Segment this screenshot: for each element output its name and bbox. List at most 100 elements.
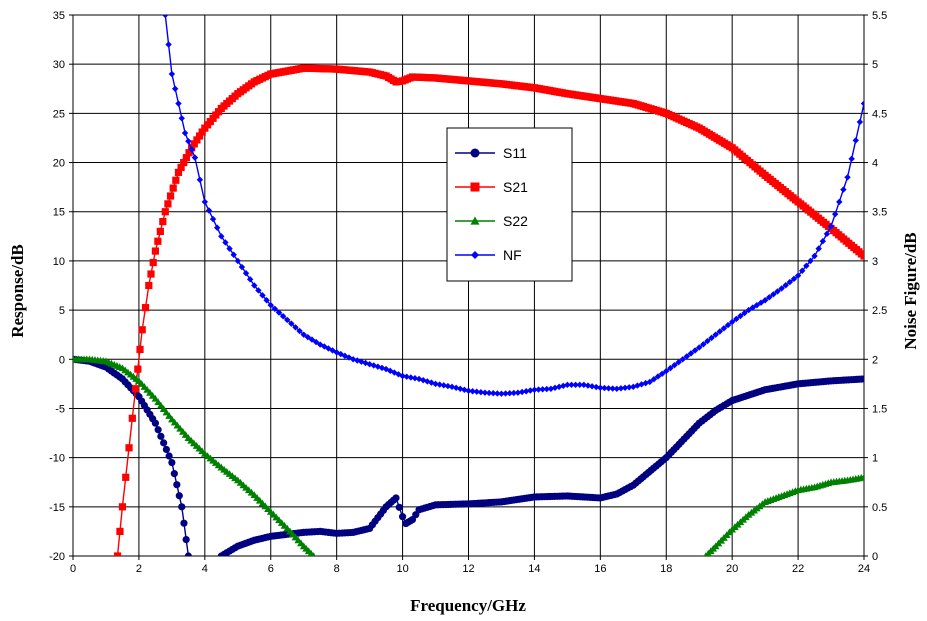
y-tick-label: 20	[53, 158, 65, 170]
data-point	[836, 198, 843, 206]
data-point	[149, 258, 157, 267]
y-tick-label: 15	[53, 207, 65, 219]
data-point	[856, 118, 864, 126]
data-point	[490, 390, 497, 397]
data-point	[304, 333, 312, 341]
legend-marker-s11	[470, 148, 480, 158]
x-tick-label: 24	[858, 563, 870, 575]
data-point	[560, 382, 567, 390]
gridlines	[73, 15, 864, 556]
data-point	[128, 414, 136, 422]
data-point	[188, 146, 195, 153]
data-point	[786, 278, 794, 286]
data-point	[790, 275, 798, 283]
data-point	[741, 309, 748, 317]
data-point	[601, 384, 608, 392]
data-point	[440, 382, 447, 389]
data-point	[164, 200, 172, 208]
data-point	[654, 373, 662, 380]
data-point	[617, 385, 625, 392]
data-point	[395, 503, 403, 511]
x-tick-label: 20	[726, 563, 738, 575]
data-point	[116, 527, 124, 536]
data-point	[840, 186, 847, 193]
data-point	[147, 270, 155, 278]
x-tick-label: 14	[528, 563, 540, 575]
data-point	[279, 313, 287, 320]
data-point	[151, 419, 159, 427]
data-point	[175, 492, 183, 500]
data-point	[650, 375, 658, 383]
data-point	[498, 390, 505, 397]
y2-tick-label: 3	[872, 256, 878, 268]
data-point	[473, 388, 480, 395]
data-point	[193, 136, 201, 144]
data-point	[191, 154, 199, 161]
data-point	[609, 385, 616, 392]
data-point	[218, 233, 225, 240]
data-point	[407, 374, 415, 381]
data-point	[733, 315, 740, 323]
data-point	[823, 230, 831, 238]
y-tick-label: -5	[55, 403, 65, 415]
data-point	[436, 381, 443, 388]
data-point	[198, 128, 206, 136]
data-point	[671, 361, 678, 369]
legend-label-s21: S21	[503, 179, 528, 195]
data-point	[267, 301, 274, 309]
data-point	[160, 439, 168, 447]
tick-labels: 0 2 4 6 8 10 12 14 16 18 20 22 24-20-15-10-505101520…	[49, 10, 887, 575]
data-point	[716, 328, 724, 335]
y2-tick-label: 2.5	[872, 305, 887, 317]
y2-tick-label: 0	[872, 551, 878, 563]
data-point	[151, 247, 159, 255]
data-point	[860, 473, 864, 481]
data-point	[182, 154, 190, 162]
data-point	[675, 359, 682, 366]
data-point	[679, 356, 686, 363]
data-point	[157, 432, 165, 440]
series-s22	[73, 355, 864, 556]
data-point	[392, 494, 400, 502]
data-point	[432, 380, 439, 388]
x-tick-label: 4	[202, 563, 208, 575]
data-point	[181, 129, 189, 137]
data-point	[782, 282, 789, 289]
data-point	[165, 41, 172, 48]
data-point	[811, 252, 818, 260]
data-point	[311, 552, 316, 556]
x-tick-label: 6	[268, 563, 274, 575]
data-point	[593, 383, 600, 391]
data-point	[543, 385, 550, 393]
y-tick-label: 5	[59, 305, 65, 317]
data-point	[165, 452, 173, 460]
data-point	[263, 297, 270, 304]
data-point	[154, 426, 162, 434]
y2-tick-label: 0.5	[872, 502, 887, 514]
data-point	[169, 184, 177, 192]
data-point	[161, 208, 169, 216]
data-point	[848, 155, 855, 163]
legend-label-s22: S22	[503, 213, 528, 229]
data-point	[403, 373, 410, 380]
data-point	[168, 458, 176, 467]
data-point	[213, 224, 221, 231]
data-point	[774, 288, 781, 295]
data-point	[564, 381, 571, 389]
y2-tick-label: 4	[872, 158, 878, 170]
data-point	[831, 210, 839, 218]
x-axis-title: Frequency/GHz	[410, 596, 526, 615]
data-point	[518, 388, 526, 396]
data-point	[766, 294, 773, 301]
data-point	[696, 344, 703, 351]
data-point	[691, 347, 699, 354]
data-point	[634, 382, 641, 389]
x-tick-label: 16	[594, 563, 606, 575]
data-point	[588, 383, 596, 390]
data-point	[646, 378, 653, 386]
data-point	[539, 386, 546, 393]
x-tick-label: 10	[396, 563, 408, 575]
data-point	[159, 217, 167, 226]
data-point	[173, 481, 181, 489]
data-point	[815, 245, 822, 252]
